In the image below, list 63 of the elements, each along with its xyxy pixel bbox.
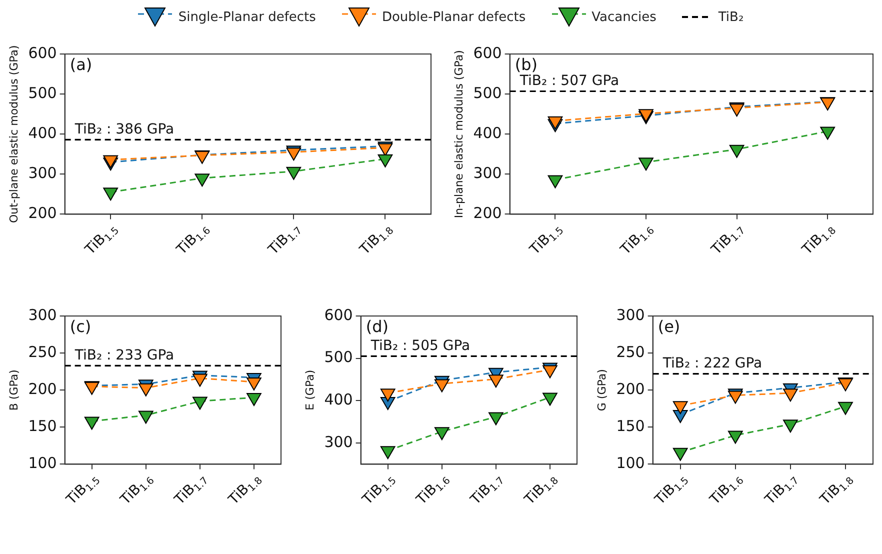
x-tick-label: TiB1.8 [225,475,265,509]
y-tick-label: 500 [28,84,57,102]
y-tick-label: 600 [324,306,353,324]
y-axis-title: In-plane elastic modulus (GPa) [452,50,466,218]
y-tick-label: 500 [473,84,502,102]
y-tick-label: 250 [616,342,645,361]
annotation: (a) [70,55,92,74]
annotation: (d) [366,317,388,336]
y-axis-title: B (GPa) [7,370,20,411]
annotation: TiB₂ : 507 GPa [518,72,620,89]
y-tick-label: 300 [616,306,645,324]
x-tick-label: TiB1.6 [116,475,157,509]
x-tick-label: TiB1.5 [651,475,692,509]
legend-label: TiB₂ [718,10,744,24]
y-tick-label: 300 [473,164,502,182]
y-tick-label: 200 [28,204,57,222]
x-tick-label: TiB1.5 [82,225,122,259]
y-tick-label: 400 [28,124,57,142]
x-tick-label: TiB1.7 [171,475,211,509]
x-tick-label: TiB1.7 [708,225,748,259]
y-tick-label: 100 [28,454,57,472]
y-tick-label: 250 [28,342,57,361]
legend-label: Double-Planar defects [382,10,526,24]
y-tick-label: 150 [616,417,645,436]
annotation: TiB₂ : 386 GPa [74,121,174,138]
annotation: (c) [70,317,92,336]
x-tick-label: TiB1.8 [356,225,396,259]
x-tick-label: TiB1.7 [762,475,802,509]
annotation: TiB₂ : 505 GPa [370,338,470,354]
y-tick-label: 300 [324,432,353,451]
x-tick-label: TiB1.6 [706,475,746,509]
y-tick-label: 100 [616,454,645,472]
x-tick-label: TiB1.5 [62,475,103,509]
y-tick-label: 200 [473,204,502,222]
annotation: TiB₂ : 233 GPa [74,347,174,364]
y-tick-label: 200 [28,380,57,398]
y-tick-label: 400 [324,390,353,409]
y-tick-label: 300 [28,164,57,182]
legend-label: Single-Planar defects [178,10,316,24]
y-tick-label: 150 [28,417,57,436]
y-tick-label: 600 [28,44,57,62]
y-axis-title: Out-plane elastic modulus (GPa) [7,45,20,223]
y-tick-label: 300 [28,306,57,324]
y-tick-label: 500 [324,348,353,366]
y-tick-label: 600 [473,44,502,62]
x-tick-label: TiB1.6 [173,225,214,259]
x-tick-label: TiB1.6 [412,475,453,509]
y-tick-label: 400 [473,124,502,142]
x-tick-label: TiB1.8 [521,475,561,509]
x-tick-label: TiB1.5 [358,475,399,509]
annotation: TiB₂ : 222 GPa [662,355,762,372]
annotation: (e) [658,317,680,336]
x-tick-label: TiB1.8 [798,225,839,259]
x-tick-label: TiB1.5 [526,225,566,259]
x-tick-label: TiB1.6 [617,225,657,259]
y-axis-title: E (GPa) [303,370,316,410]
y-axis-title: G (GPa) [595,369,608,412]
x-tick-label: TiB1.8 [816,475,856,509]
y-tick-label: 200 [616,380,645,398]
x-tick-label: TiB1.7 [467,475,507,509]
x-tick-label: TiB1.7 [264,225,305,259]
legend-label: Vacancies [592,10,656,24]
annotation: (b) [514,55,538,74]
